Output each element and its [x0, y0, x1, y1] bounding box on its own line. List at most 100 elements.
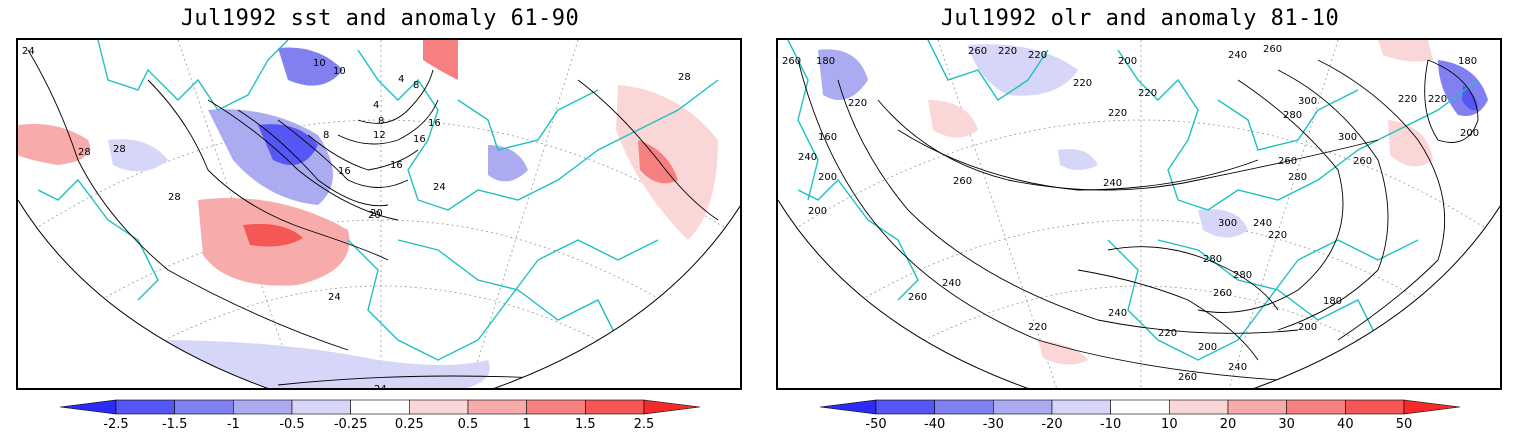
contour-label: 28 — [678, 72, 691, 83]
colorbar-tick-label: 0.5 — [458, 417, 479, 430]
colorbar-box — [115, 399, 175, 415]
contour-label: 12 — [373, 130, 386, 141]
olr-coastlines — [787, 40, 1479, 361]
contour-label: 200 — [808, 206, 827, 217]
contour-label: 220 — [1073, 78, 1092, 89]
contour-label: 20 — [370, 208, 383, 219]
contour-label: 200 — [1198, 342, 1217, 353]
sst-colorbar: -2.5 -1.5 -1 -0.5 -0.25 0.25 0.5 1 1.5 2.5 — [0, 396, 760, 432]
contour-label: 10 — [333, 66, 346, 77]
projection-mask-right — [1255, 206, 1500, 388]
contour-label: 220 — [1158, 328, 1177, 339]
shade-warm-2 — [928, 100, 978, 138]
contour-label: 16 — [338, 166, 351, 177]
shade-warm-3 — [1388, 120, 1433, 167]
colorbar-tick-label: -50 — [865, 417, 886, 430]
olr-anomaly-shading — [818, 40, 1488, 365]
shade-cold-1 — [208, 109, 333, 205]
contour-label: 240 — [942, 278, 961, 289]
shade-warm-3 — [243, 223, 303, 247]
contour-label: 160 — [818, 132, 837, 143]
contour-label: 180 — [816, 56, 835, 67]
contour-label: 220 — [1028, 50, 1047, 61]
sst-anomaly-shading — [18, 40, 718, 388]
shade-cold-1 — [818, 49, 868, 100]
colorbar-arrow-low — [59, 399, 117, 415]
shade-cold-5 — [1058, 149, 1098, 170]
contour-label: 280 — [1203, 254, 1222, 265]
colorbar-tick-label: 0.25 — [395, 417, 424, 430]
contour-label: 300 — [1298, 96, 1317, 107]
colorbar-box — [1169, 399, 1229, 415]
contour-label: 280 — [1288, 172, 1307, 183]
olr-contours — [797, 59, 1479, 381]
contour-label: 220 — [1268, 230, 1287, 241]
colorbar-box — [526, 399, 586, 415]
colorbar-tick-label: -10 — [1100, 417, 1121, 430]
colorbar-segments — [59, 399, 701, 415]
contour-label: 220 — [1108, 108, 1127, 119]
contour-label: 28 — [78, 147, 91, 158]
colorbar-tick-label: -2.5 — [103, 417, 128, 430]
contour-label: 240 — [1228, 362, 1247, 373]
colorbar-tick-label: -0.25 — [334, 417, 368, 430]
colorbar-tick-label: 2.5 — [634, 417, 655, 430]
contour-label: 280 — [1283, 110, 1302, 121]
contour-label: 260 — [1353, 156, 1372, 167]
contour-label: 260 — [1263, 44, 1282, 55]
colorbar-tick-label: 50 — [1396, 417, 1413, 430]
contour-label: 240 — [798, 152, 817, 163]
colorbar-box — [934, 399, 994, 415]
colorbar-tick-label: -30 — [983, 417, 1004, 430]
contour-label: 260 — [1178, 372, 1197, 383]
olr-map: 260 180 220 160 240 200 260 220 220 220 … — [778, 40, 1500, 388]
contour-label: 220 — [1138, 88, 1157, 99]
contour-label: 28 — [168, 192, 181, 203]
contour-label: 260 — [953, 176, 972, 187]
shade-warm-1 — [1378, 40, 1433, 62]
colorbar-tick-label: 20 — [1220, 417, 1237, 430]
sst-map-title: Jul1992 sst and anomaly 61-90 — [180, 6, 580, 31]
olr-colorbar: -50 -40 -30 -20 -10 10 20 30 40 50 — [760, 396, 1520, 432]
colorbar-box — [993, 399, 1053, 415]
olr-colorbar-svg: -50 -40 -30 -20 -10 10 20 30 40 50 — [819, 399, 1461, 432]
projection-mask-left — [18, 200, 267, 388]
contour-label: 180 — [1458, 56, 1477, 67]
shade-cold-4 — [1462, 85, 1478, 111]
shade-cold-6 — [488, 145, 528, 182]
olr-panel: Jul1992 olr and anomaly 81-10 — [760, 0, 1520, 432]
contour-label: 300 — [1218, 218, 1237, 229]
colorbar-ticks: -2.5 -1.5 -1 -0.5 -0.25 0.25 0.5 1 1.5 2.5 — [103, 417, 655, 432]
contour-label: 200 — [818, 172, 837, 183]
colorbar-box — [467, 399, 527, 415]
contour-label: 260 — [968, 46, 987, 57]
contour-label: 260 — [908, 292, 927, 303]
contour-label: 4 — [373, 100, 379, 111]
colorbar-ticks: -50 -40 -30 -20 -10 10 20 30 40 50 — [865, 417, 1413, 432]
contour-label: 300 — [1338, 132, 1357, 143]
contour-label: 8 — [378, 116, 384, 127]
contour-label: 220 — [1428, 94, 1447, 105]
projection-edge-right — [493, 205, 740, 388]
contour-label: 180 — [1323, 296, 1342, 307]
shade-cold-4 — [108, 139, 168, 172]
colorbar-segments — [819, 399, 1461, 415]
colorbar-box — [875, 399, 935, 415]
sst-contour-labels: 24 28 28 28 28 20 16 12 8 8 4 4 8 16 16 … — [22, 46, 691, 388]
colorbar-tick-label: 40 — [1337, 417, 1354, 430]
colorbar-arrow-high — [1403, 399, 1461, 415]
sst-colorbar-svg: -2.5 -1.5 -1 -0.5 -0.25 0.25 0.5 1 1.5 2.5 — [59, 399, 701, 432]
sst-map-frame: 24 28 28 28 28 20 16 12 8 8 4 4 8 16 16 … — [16, 38, 742, 390]
contour-label: 220 — [998, 46, 1017, 57]
colorbar-box — [585, 399, 645, 415]
colorbar-arrow-low — [819, 399, 877, 415]
colorbar-tick-label: 1.5 — [575, 417, 596, 430]
projection-mask-left — [778, 200, 1027, 388]
colorbar-tick-label: 10 — [1161, 417, 1178, 430]
contour-label: 16 — [390, 160, 403, 171]
contour-label: 8 — [323, 130, 329, 141]
olr-map-title: Jul1992 olr and anomaly 81-10 — [940, 6, 1340, 31]
colorbar-box — [233, 399, 293, 415]
colorbar-tick-label: -40 — [924, 417, 945, 430]
sst-coastlines — [37, 40, 719, 361]
